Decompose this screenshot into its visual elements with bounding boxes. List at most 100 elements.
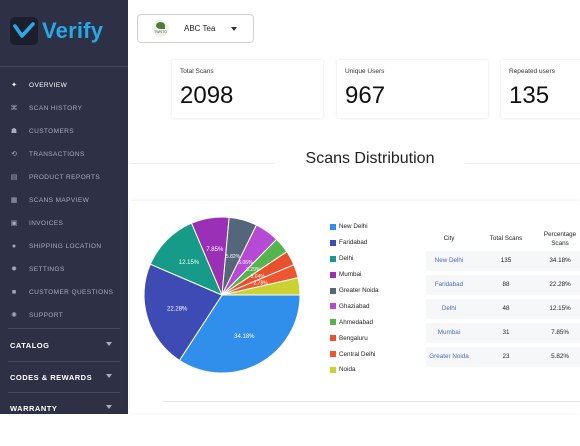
pie-chart: 34.18% 22.28% 12.15% 7.85%5.82%5.06%3.29%3.… <box>143 216 301 374</box>
legend-label: Greater Noida <box>339 287 379 294</box>
sidebar: Verify ✦ OVERVIEW ⌘ SCAN HISTORY ☗ CUSTOMERS ⟲… <box>0 0 128 414</box>
chart-legend: New Delhi Faridabad Delhi Mumbai Greater Noi… <box>330 219 379 378</box>
chat-icon: ■ <box>11 288 17 296</box>
percentage-cell: 7.85% <box>551 329 569 336</box>
legend-item: Noida <box>330 362 379 378</box>
sidebar-item-transactions[interactable]: ⟲ TRANSACTIONS <box>0 143 128 166</box>
total-scans-cell: 23 <box>502 353 510 360</box>
pie-slice <box>143 263 223 362</box>
location-icon: ● <box>11 242 17 250</box>
sidebar-item-invoices[interactable]: ▣ INVOICES <box>0 212 128 235</box>
dashboard-icon: ✦ <box>11 81 17 89</box>
legend-label: Ahmedabad <box>339 318 373 326</box>
pie-slice-label: 5.06% <box>238 260 253 266</box>
total-scans-cell: 88 <box>502 281 510 288</box>
legend-swatch <box>330 319 336 326</box>
legend-item: Central Delhi <box>330 346 379 362</box>
pie-slice-label: 22.28% <box>167 307 188 313</box>
sidebar-item-support[interactable]: ✺ SUPPORT <box>0 304 128 327</box>
sidebar-item-label: SCAN HISTORY <box>29 105 83 112</box>
legend-swatch <box>330 223 336 230</box>
legend-swatch <box>330 287 336 294</box>
percentage-cell: 22.28% <box>549 281 571 288</box>
section-label: WARRANTY <box>10 403 58 413</box>
percentage-cell: 12.15% <box>549 305 571 312</box>
sidebar-item-overview[interactable]: ✦ OVERVIEW <box>0 74 128 97</box>
sidebar-item-scans-mapview[interactable]: ▦ SCANS MAPVIEW <box>0 189 128 212</box>
legend-swatch <box>330 271 336 278</box>
city-link[interactable]: Greater Noida <box>429 353 469 360</box>
sidebar-item-label: PRODUCT REPORTS <box>29 174 101 181</box>
stat-card-repeated-users: Repeated users 135 <box>501 60 580 118</box>
leaf-icon <box>156 22 165 29</box>
chevron-down-icon <box>106 342 112 346</box>
sidebar-divider <box>8 392 120 393</box>
section-codes-rewards[interactable]: CODES & REWARDS <box>0 361 128 393</box>
section-label: CODES & REWARDS <box>10 372 93 382</box>
legend-swatch <box>330 366 336 373</box>
stat-label: Unique Users <box>345 68 385 75</box>
legend-label: Mumbai <box>339 271 362 279</box>
app-logo[interactable]: Verify <box>10 16 103 46</box>
brand-name: ABC Tea <box>184 24 216 33</box>
legend-swatch <box>330 239 336 246</box>
sidebar-item-label: SHIPPING LOCATION <box>29 243 102 250</box>
legend-label: Bengaluru <box>339 334 368 342</box>
legend-item: Faridabad <box>330 235 379 251</box>
sidebar-divider <box>0 66 128 67</box>
scan-icon: ⌘ <box>10 104 18 112</box>
transactions-icon: ⟲ <box>11 150 17 158</box>
section-warranty[interactable]: WARRANTY <box>0 392 128 414</box>
table-row: Faridabad 88 22.28% <box>426 275 580 295</box>
sidebar-item-shipping-location[interactable]: ● SHIPPING LOCATION <box>0 235 128 258</box>
city-link[interactable]: Mumbai <box>437 329 461 336</box>
chevron-down-icon <box>106 374 112 378</box>
support-icon: ✺ <box>11 311 17 319</box>
brand-selector[interactable]: TWNTO ABC Tea <box>137 14 254 43</box>
users-icon: ☗ <box>10 127 18 135</box>
table-header-city: City <box>443 235 455 242</box>
total-scans-cell: 135 <box>500 257 512 264</box>
legend-item: New Delhi <box>330 219 379 235</box>
sidebar-item-label: TRANSACTIONS <box>29 151 85 158</box>
stat-label: Total Scans <box>180 68 214 75</box>
sidebar-item-scan-history[interactable]: ⌘ SCAN HISTORY <box>0 97 128 120</box>
pie-slice-label: 3.04% <box>251 274 266 280</box>
legend-item: Bengaluru <box>330 330 379 346</box>
table-header-total-scans: Total Scans <box>489 235 523 242</box>
city-link[interactable]: Faridabad <box>434 281 464 288</box>
pie-slice-label: 2.78% <box>254 281 269 287</box>
legend-label: Delhi <box>339 255 354 263</box>
report-icon: ▤ <box>10 173 18 181</box>
brand-logo-text: TWNTO <box>154 30 167 34</box>
sidebar-item-customer-questions[interactable]: ■ CUSTOMER QUESTIONS <box>0 281 128 304</box>
legend-item: Ahmedabad <box>330 314 379 330</box>
sidebar-item-label: CUSTOMER QUESTIONS <box>29 289 114 296</box>
caret-down-icon <box>231 27 237 31</box>
sidebar-item-settings[interactable]: ✹ SETTINGS <box>0 258 128 281</box>
stat-card-unique-users: Unique Users 967 <box>337 60 488 118</box>
sidebar-item-product-reports[interactable]: ▤ PRODUCT REPORTS <box>0 166 128 189</box>
pie-slice <box>149 222 223 296</box>
map-icon: ▦ <box>10 196 18 204</box>
sidebar-divider <box>8 361 120 362</box>
sidebar-item-label: OVERVIEW <box>29 82 68 89</box>
stat-card-total-scans: Total Scans 2098 <box>172 60 323 118</box>
legend-item: Ghaziabad <box>330 298 379 314</box>
chevron-down-icon <box>106 405 112 409</box>
stat-value: 2098 <box>180 82 234 109</box>
section-catalog[interactable]: CATALOG <box>0 329 128 361</box>
stat-value: 135 <box>509 82 550 109</box>
table-row: Greater Noida 23 5.82% <box>426 347 580 367</box>
verify-check-icon <box>10 17 38 45</box>
city-link[interactable]: New Delhi <box>434 257 464 264</box>
panel-divider <box>163 401 580 402</box>
gear-icon: ✹ <box>11 265 17 273</box>
sidebar-item-label: CUSTOMERS <box>29 128 75 135</box>
city-link[interactable]: Delhi <box>441 305 457 312</box>
sidebar-item-label: INVOICES <box>29 220 64 227</box>
invoice-icon: ▣ <box>10 219 18 227</box>
sidebar-divider <box>8 328 120 329</box>
sidebar-item-customers[interactable]: ☗ CUSTOMERS <box>0 120 128 143</box>
pie-slice-label: 3.29% <box>246 267 261 273</box>
